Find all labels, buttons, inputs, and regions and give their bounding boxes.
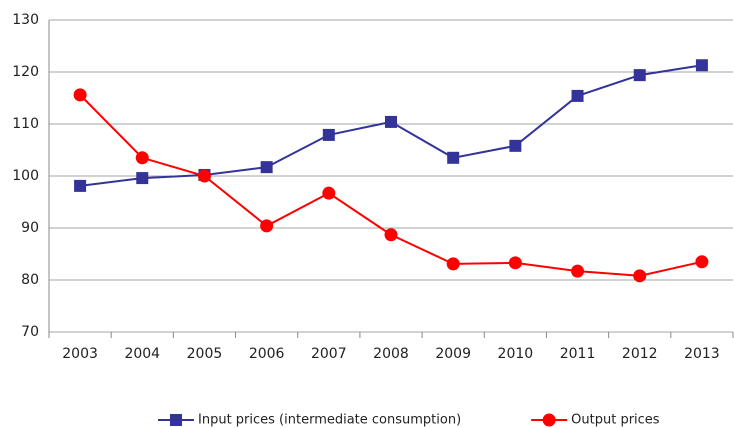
marker [571, 264, 585, 278]
marker [322, 128, 335, 141]
legend: Input prices (intermediate consumption) O… [158, 413, 660, 428]
marker [571, 89, 584, 102]
x-tick-label: 2006 [249, 346, 285, 362]
y-tick-label: 90 [21, 220, 39, 236]
y-tick-label: 130 [12, 12, 39, 28]
marker [446, 257, 460, 271]
marker [633, 69, 646, 82]
marker [260, 219, 274, 233]
marker [197, 169, 211, 183]
x-tick-label: 2005 [187, 346, 223, 362]
marker [384, 228, 398, 242]
y-tick-label: 120 [12, 64, 39, 80]
marker [135, 151, 149, 165]
marker [509, 139, 522, 152]
x-tick-label: 2013 [684, 346, 720, 362]
x-tick-label: 2004 [124, 346, 160, 362]
marker [73, 88, 87, 102]
y-tick-label: 100 [12, 168, 39, 184]
marker [447, 151, 460, 164]
marker [385, 115, 397, 128]
marker [508, 256, 522, 270]
x-tick-label: 2003 [62, 346, 98, 362]
x-tick-label: 2010 [498, 346, 534, 362]
x-tick-label: 2009 [435, 346, 471, 362]
marker [170, 414, 182, 426]
x-tick-label: 2007 [311, 346, 347, 362]
y-tick-label: 70 [21, 324, 39, 340]
legend-label: Output prices [571, 413, 660, 428]
marker [542, 413, 556, 427]
marker [695, 255, 709, 269]
marker [322, 186, 336, 200]
y-tick-label: 80 [21, 272, 39, 288]
y-tick-label: 110 [12, 116, 39, 132]
marker [136, 172, 149, 185]
x-tick-label: 2011 [560, 346, 596, 362]
legend-label: Input prices (intermediate consumption) [198, 413, 461, 428]
x-tick-label: 2008 [373, 346, 409, 362]
marker [633, 269, 647, 283]
x-tick-label: 2012 [622, 346, 658, 362]
marker [695, 59, 708, 72]
marker [74, 179, 87, 192]
marker [260, 161, 273, 174]
